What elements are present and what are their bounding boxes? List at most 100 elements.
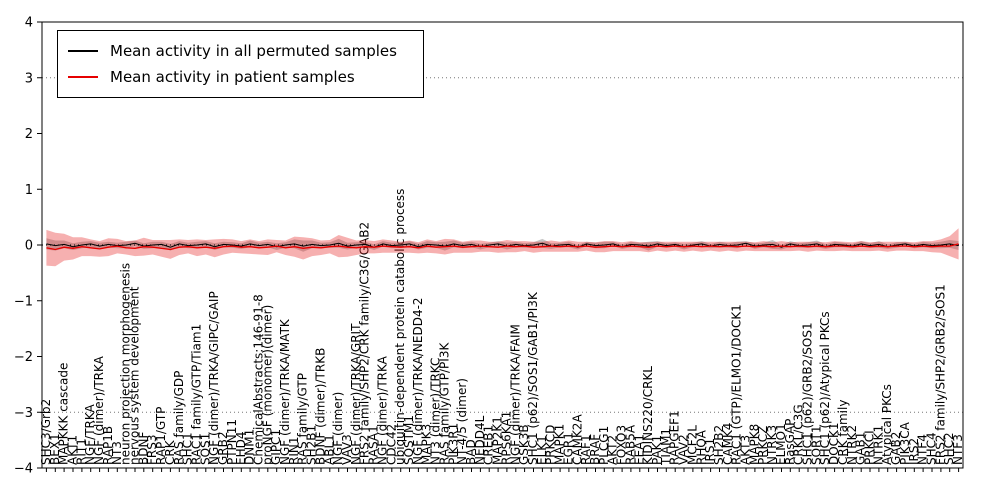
x-tick-label: RAS family/GTP: [296, 373, 310, 465]
x-tick-label: Atypical PKCs: [880, 384, 894, 465]
y-tick-label: 4: [25, 16, 33, 31]
x-tick-label: RAF1: [579, 434, 593, 465]
x-tick-label: KIDINS220/CRKL: [641, 366, 655, 465]
x-tick-label: ubiquitin-dependent protein catabolic pr…: [393, 189, 407, 465]
y-tick-label: −4: [14, 462, 33, 477]
x-tick-label: SH2B2: [712, 425, 726, 465]
x-tick-label: SHC1 (p62)/SOS1/GAB1/PI3K: [526, 291, 540, 465]
x-tick-label: ELK1: [535, 435, 549, 465]
x-tick-label: SHC4: [925, 432, 939, 465]
x-tick-label: RAC1 family/GTP/Tiam1: [190, 324, 204, 465]
x-tick-label: RASA1: [367, 425, 381, 465]
x-tick-label: SHC1: [181, 432, 195, 465]
x-axis-ticks: [45, 468, 960, 472]
x-tick-label: NT3: [110, 441, 124, 465]
x-tick-label: SHC1 (p62)/GRB2/SOS1: [801, 322, 815, 465]
x-tick-label: BDNF: [136, 432, 150, 465]
x-tick-label: FOXO3: [615, 425, 629, 465]
x-tick-label: NTRK1: [871, 425, 885, 465]
x-tick-label: CAMK4: [721, 423, 735, 465]
x-tick-label: NEDD4L: [473, 415, 487, 465]
x-tick-label: BRAF: [588, 434, 602, 465]
x-tick-label: VAV2: [677, 434, 691, 465]
x-tick-label: NGF (dimer): [331, 392, 345, 465]
x-tick-label: ChemicalAbstracts:146-91-8: [252, 294, 266, 465]
x-tick-label: neuron projection morphogenesis: [119, 263, 133, 465]
x-tick-label: PRKCI: [863, 430, 877, 465]
x-tick-label: proNGF (monomer)(dimer): [260, 305, 274, 465]
x-tick-label: SQSTM1: [402, 415, 416, 465]
x-tick-label: NTRK3: [765, 425, 779, 465]
x-tick-label: SHC2: [942, 432, 956, 465]
x-tick-label: NGF (dimer)/TRKA/GRIT: [349, 323, 363, 465]
x-tick-label: SOS1: [198, 433, 212, 465]
x-tick-label: NGF (dimer)/TRKA/NEDD4-2: [411, 297, 425, 465]
legend-line-patient-icon: [68, 76, 98, 78]
y-tick-label: 0: [25, 239, 33, 254]
x-tick-label: EGR1: [561, 432, 575, 465]
x-tick-label: IRS2: [907, 438, 921, 465]
x-tick-label: NGF (dimer)/TRKA/MATK: [278, 318, 292, 465]
x-tick-label: FRS2 family/SHP2/CRK family/C3G/GAB2: [358, 222, 372, 465]
x-tick-label: CREB1: [482, 425, 496, 465]
x-tick-label: PLCG1: [597, 426, 611, 465]
x-tick-label: PAK1: [650, 435, 664, 465]
legend-row-patient: Mean activity in patient samples: [68, 64, 397, 90]
x-tick-label: RAP1/GTP: [154, 407, 168, 465]
x-tick-label: RasGAP: [783, 419, 797, 465]
x-tick-label: RAPGEF1: [668, 410, 682, 465]
legend-label-permuted: Mean activity in all permuted samples: [110, 42, 397, 60]
x-tick-label: EHD4: [234, 432, 248, 465]
x-tick-label: NGF/TRKA: [83, 403, 97, 465]
x-tick-label: PRKCD: [544, 425, 558, 465]
y-tick-label: −1: [14, 294, 33, 309]
y-axis-ticks: 4 3 2 1 0 −1 −2 −3 −4: [14, 16, 42, 477]
legend-label-patient: Mean activity in patient samples: [110, 68, 355, 86]
x-tick-label: DNM1: [243, 429, 257, 465]
x-tick-label: VAV3: [340, 434, 354, 465]
x-tick-label: ABL1: [322, 434, 336, 465]
x-tick-label: MAPK8: [747, 424, 761, 465]
x-tick-label: RAS family/GTP/PI3K: [437, 342, 451, 465]
x-tick-label: IRS1: [703, 438, 717, 465]
x-tick-label: PIK3R1: [446, 423, 460, 465]
x-tick-label: EEA1: [632, 434, 646, 465]
x-tick-label: MAPK3: [420, 424, 434, 465]
x-tick-label: ELMO1: [774, 423, 788, 465]
x-tick-label: NGF (dimer)/TRKA: [375, 355, 389, 465]
x-tick-label: CAMK2A: [570, 414, 584, 465]
x-tick-label: FRS3: [145, 435, 159, 466]
x-tick-label: PTPN11: [225, 419, 239, 465]
x-tick-label: CRKL/C3G: [792, 404, 806, 465]
x-tick-label: MAPK1: [553, 424, 567, 465]
x-tick-label: CDC42: [384, 424, 398, 465]
x-tick-label: GRB2: [216, 431, 230, 465]
x-tick-label: DOCK1: [827, 422, 841, 465]
x-tick-label: NT-4/5 (dimer): [455, 378, 469, 465]
x-tick-label: TIAM1: [659, 428, 673, 466]
x-tick-label: NGF (dimer)/TRKA: [92, 355, 106, 465]
x-tick-label: NT3 (dimer)/TRKC: [429, 358, 443, 465]
x-tick-label: GSK3B: [517, 424, 531, 465]
x-tick-label: RIN1: [287, 437, 301, 466]
x-tick-label: RIT1: [74, 438, 88, 465]
y-tick-label: −2: [14, 350, 33, 365]
y-tick-label: −3: [14, 406, 33, 421]
x-tick-label: SHC1 (p62)/Atypical PKCs: [818, 311, 832, 465]
patient-line: [46, 243, 959, 251]
x-tick-label: NTF3: [951, 434, 965, 465]
x-tick-label: MAP2K1: [491, 416, 505, 465]
x-tick-label: BEX1: [48, 433, 62, 465]
x-tick-label: RAB5A: [623, 424, 637, 465]
x-tick-label: MCF2L: [685, 425, 699, 465]
legend-line-permuted-icon: [68, 50, 98, 52]
x-tick-label: RAP1B: [101, 426, 115, 465]
x-tick-label: PIK3CA: [898, 421, 912, 465]
x-tick-label: PRKCZ: [756, 426, 770, 465]
x-tick-label: nervous system development: [128, 286, 142, 465]
x-tick-label: FRS2 family/SHP2/GRB2/SOS1: [933, 284, 947, 465]
x-tick-label: NTF4: [916, 434, 930, 465]
